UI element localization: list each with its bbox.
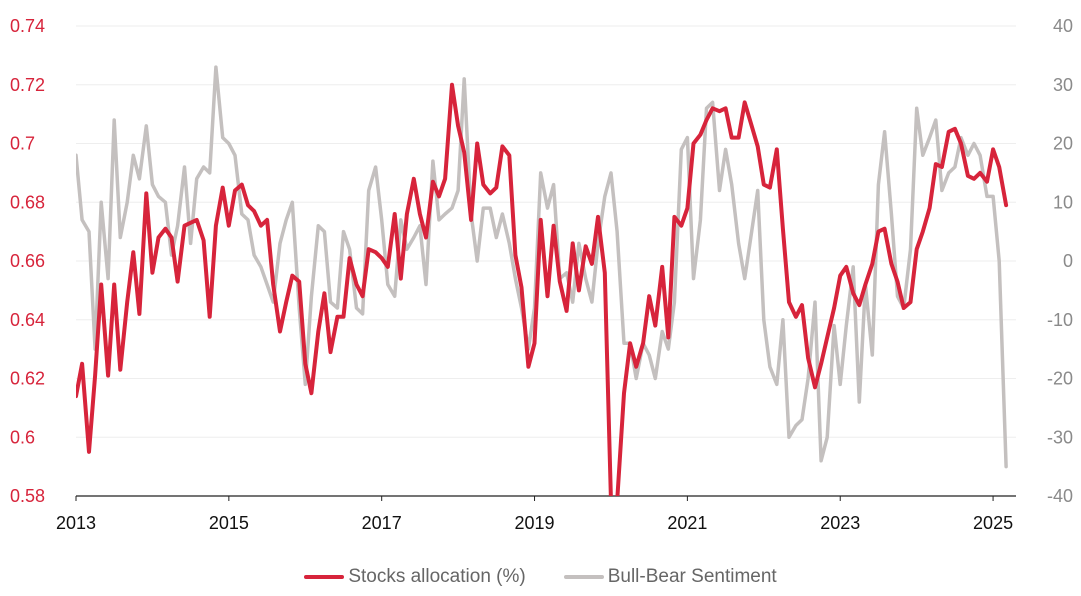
right-tick-label: -40 — [1047, 486, 1073, 506]
dual-axis-line-chart: 0.58 0.6 0.62 0.64 0.66 0.68 0.7 0.72 0.74 -40 -3… — [10, 16, 1073, 533]
x-tick-label: 2019 — [515, 513, 555, 533]
legend: Stocks allocation (%) Bull-Bear Sentimen… — [0, 566, 1081, 588]
right-tick-label: 10 — [1053, 192, 1073, 212]
right-tick-label: 40 — [1053, 16, 1073, 36]
left-tick-label: 0.6 — [10, 427, 35, 447]
left-tick-label: 0.7 — [10, 134, 35, 154]
left-tick-label: 0.68 — [10, 192, 45, 212]
series-line-bull-bear-sentiment — [76, 65, 1008, 469]
left-tick-label: 0.64 — [10, 310, 45, 330]
legend-label-stocks: Stocks allocation (%) — [348, 566, 526, 587]
left-tick-label: 0.66 — [10, 251, 45, 271]
right-tick-label: -10 — [1047, 310, 1073, 330]
left-axis-tick-labels: 0.58 0.6 0.62 0.64 0.66 0.68 0.7 0.72 0.74 — [10, 16, 45, 506]
right-axis-tick-labels: -40 -30 -20 -10 0 10 20 30 40 — [1047, 16, 1073, 506]
right-tick-label: 0 — [1063, 251, 1073, 271]
legend-item-stocks: Stocks allocation (%) — [304, 566, 526, 588]
legend-label-bull-bear: Bull-Bear Sentiment — [607, 566, 777, 587]
x-tick-label: 2025 — [973, 513, 1013, 533]
left-tick-label: 0.58 — [10, 486, 45, 506]
right-tick-label: 20 — [1053, 134, 1073, 154]
x-tick-label: 2015 — [209, 513, 249, 533]
x-tick-label: 2017 — [362, 513, 402, 533]
x-tick-label: 2021 — [667, 513, 707, 533]
left-tick-label: 0.72 — [10, 75, 45, 95]
right-tick-label: 30 — [1053, 75, 1073, 95]
right-tick-label: -30 — [1047, 427, 1073, 447]
left-tick-label: 0.62 — [10, 369, 45, 389]
x-axis-tick-labels: 2013 2015 2017 2019 2021 2023 2025 — [56, 496, 1013, 533]
left-tick-label: 0.74 — [10, 16, 45, 36]
series-layer — [76, 65, 1009, 496]
legend-swatch-stocks — [304, 575, 345, 579]
right-tick-label: -20 — [1047, 369, 1073, 389]
legend-swatch-bull-bear — [563, 575, 604, 579]
legend-item-bull-bear: Bull-Bear Sentiment — [563, 566, 777, 588]
series-line-stocks-allocation — [76, 82, 1009, 496]
x-tick-label: 2023 — [820, 513, 860, 533]
x-tick-label: 2013 — [56, 513, 96, 533]
